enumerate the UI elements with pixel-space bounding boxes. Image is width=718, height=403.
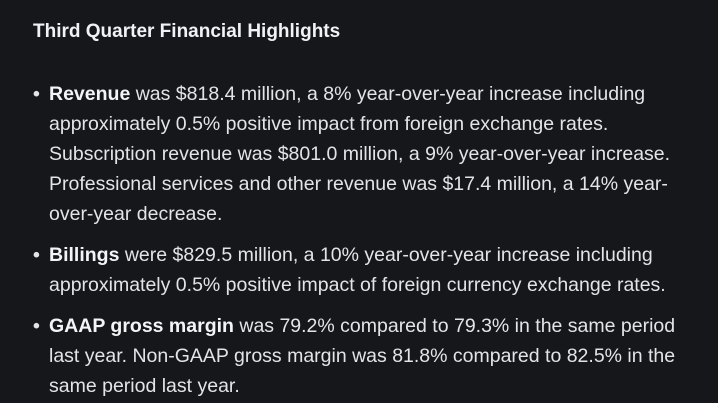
bullet-dot-icon: • xyxy=(33,244,40,266)
highlight-term: Revenue xyxy=(49,83,131,105)
highlight-text: were $829.5 million, a 10% year-over-yea… xyxy=(49,244,666,296)
highlight-text: was 79.2% compared to 79.3% in the same … xyxy=(49,315,676,397)
highlight-term: Billings xyxy=(49,244,120,266)
highlight-item-gross-margin: • GAAP gross margin was 79.2% compared t… xyxy=(33,311,690,401)
highlight-text: was $818.4 million, a 8% year-over-year … xyxy=(49,83,671,225)
highlights-list: • Revenue was $818.4 million, a 8% year-… xyxy=(33,79,690,401)
highlight-item-billings: • Billings were $829.5 million, a 10% ye… xyxy=(33,240,690,300)
section-heading: Third Quarter Financial Highlights xyxy=(33,21,341,42)
bullet-dot-icon: • xyxy=(33,83,40,105)
highlight-term: GAAP gross margin xyxy=(49,315,234,337)
highlight-item-revenue: • Revenue was $818.4 million, a 8% year-… xyxy=(33,79,690,229)
bullet-dot-icon: • xyxy=(33,315,40,337)
